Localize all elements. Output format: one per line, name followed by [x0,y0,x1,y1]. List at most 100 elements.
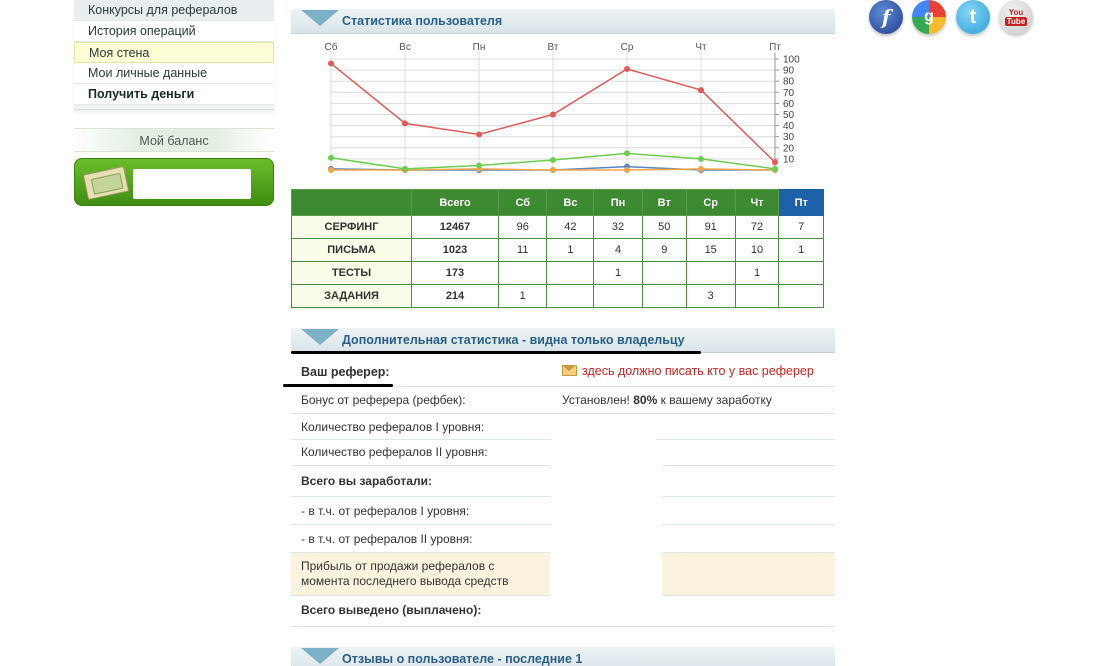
section-arrow-icon [301,10,339,26]
stats-table-row: ТЕСТЫ 173 1 1 [291,261,824,285]
y-tick-label: 30 [783,132,795,143]
stats-day-cell: 1 [734,261,780,285]
data-point [328,167,334,173]
youtube-glyph-top: You [1008,8,1024,17]
balance-redacted [133,169,251,199]
stats-row-label: ЗАДАНИЯ [291,284,412,308]
stats-day-cell: 96 [497,215,548,239]
sidebar-item-my-wall[interactable]: Моя стена [74,42,274,63]
info-row-withdrawn: Всего выведено (выплачено): [291,596,835,627]
header-day: Пн [593,189,643,216]
stats-table-row: ЗАДАНИЯ 214 1 3 [291,284,824,308]
twitter-icon[interactable]: t [956,0,990,34]
data-point [328,60,334,67]
mail-icon [562,365,577,376]
y-tick-label: 100 [783,55,800,66]
data-point [624,167,630,173]
data-point [772,159,778,166]
facebook-icon[interactable]: f [869,0,903,34]
stats-day-cell: 7 [778,215,824,239]
stats-day-cell: 72 [734,215,780,239]
stats-total-cell: 12467 [411,215,499,239]
sale-profit-line-1: Прибыль от продажи рефералов с [301,559,495,573]
earned-ref1-label: - в т.ч. от рефералов I уровня: [301,504,470,518]
sale-profit-label: Прибыль от продажи рефералов с момента п… [301,559,508,589]
y-tick-label: 60 [783,99,795,110]
bonus-prefix: Установлен! [562,393,630,407]
data-point [402,165,408,172]
stats-day-cell: 4 [593,238,643,262]
header-day: Вт [641,189,687,216]
referrer-label: Ваш реферер: [301,365,390,379]
y-tick-label: 70 [783,88,795,99]
data-point [772,165,778,172]
stats-day-cell: 10 [734,238,780,262]
stats-day-cell: 15 [685,238,736,262]
sidebar-item-get-money[interactable]: Получить деньги [74,84,274,105]
data-point [698,155,704,162]
sidebar: Конкурсы для рефералов История операций … [74,0,274,206]
header-day: Сб [497,189,548,216]
wallet-icon [82,165,130,201]
stats-row-label: ТЕСТЫ [291,261,412,285]
stats-day-cell: 11 [497,238,548,262]
y-tick-label: 20 [783,143,795,154]
data-point [550,157,556,164]
stats-table-row: ПИСЬМА 1023 11 1 4 9 15 10 1 [291,238,824,262]
section-arrow-icon [301,648,339,664]
data-point [402,120,408,127]
earned-label: Всего вы заработали: [301,474,432,488]
info-row-bonus: Бонус от реферера (рефбек): Установлен! … [291,387,835,414]
youtube-icon[interactable]: You Tube [999,0,1033,34]
data-point [698,87,704,94]
bonus-label: Бонус от реферера (рефбек): [301,393,466,407]
sidebar-menu: Конкурсы для рефералов История операций … [74,0,274,110]
data-point [550,167,556,173]
stats-day-cell: 50 [641,215,687,239]
data-point [624,65,630,72]
x-tick-label: Пт [769,42,781,53]
google-plus-icon[interactable]: g [912,0,946,34]
stats-day-cell [546,284,595,308]
header-total: Всего [411,189,499,216]
stats-day-cell [593,284,643,308]
sidebar-item-referral-contests[interactable]: Конкурсы для рефералов [74,0,274,21]
data-point [698,165,704,172]
stats-total-cell: 173 [411,261,499,285]
data-point [550,111,556,118]
balance-box[interactable] [74,158,274,206]
stats-day-cell [497,261,548,285]
stats-table-row: СЕРФИНГ 12467 96 42 32 50 91 72 7 [291,215,824,239]
scribble-underline [291,351,701,354]
facebook-glyph: f [881,5,891,29]
stats-chart: Сб Вс Пн Вт Ср Чт Пт 10 20 30 40 50 60 70 80 90 100 [291,36,835,176]
x-tick-label: Пн [473,42,486,53]
referrer-value: здесь должно писать кто у вас реферер [562,364,814,378]
user-stats-title: Статистика пользователя [342,14,503,28]
stats-day-cell: 9 [641,238,687,262]
stats-day-cell [778,284,824,308]
x-tick-label: Вт [548,42,559,53]
reviews-header: Отзывы о пользователе - последние 1 [291,647,835,666]
stats-day-cell: 32 [593,215,643,239]
referrer-value-text: здесь должно писать кто у вас реферер [582,364,814,378]
header-day: Вс [546,189,595,216]
stats-day-cell [546,261,595,285]
bonus-percent: 80% [633,393,658,407]
user-stats-header: Статистика пользователя [291,9,835,34]
sidebar-item-operations-history[interactable]: История операций [74,21,274,42]
additional-stats-title: Дополнительная статистика - видна только… [342,333,685,347]
data-point [476,131,482,138]
additional-stats-header: Дополнительная статистика - видна только… [291,328,835,353]
stats-total-cell: 214 [411,284,499,308]
header-day: Ср [685,189,736,216]
bonus-suffix: к вашему заработку [660,393,772,407]
reviews-title: Отзывы о пользователе - последние 1 [342,652,583,666]
balance-title: Мой баланс [74,128,274,152]
info-row-referrer: Ваш реферер: здесь должно писать кто у в… [291,357,835,387]
stats-table-header-row: Всего Сб Вс Пн Вт Ср Чт Пт [291,189,824,216]
sidebar-item-personal-data[interactable]: Мои личные данные [74,63,274,84]
stats-day-cell [685,261,736,285]
data-point [624,150,630,157]
